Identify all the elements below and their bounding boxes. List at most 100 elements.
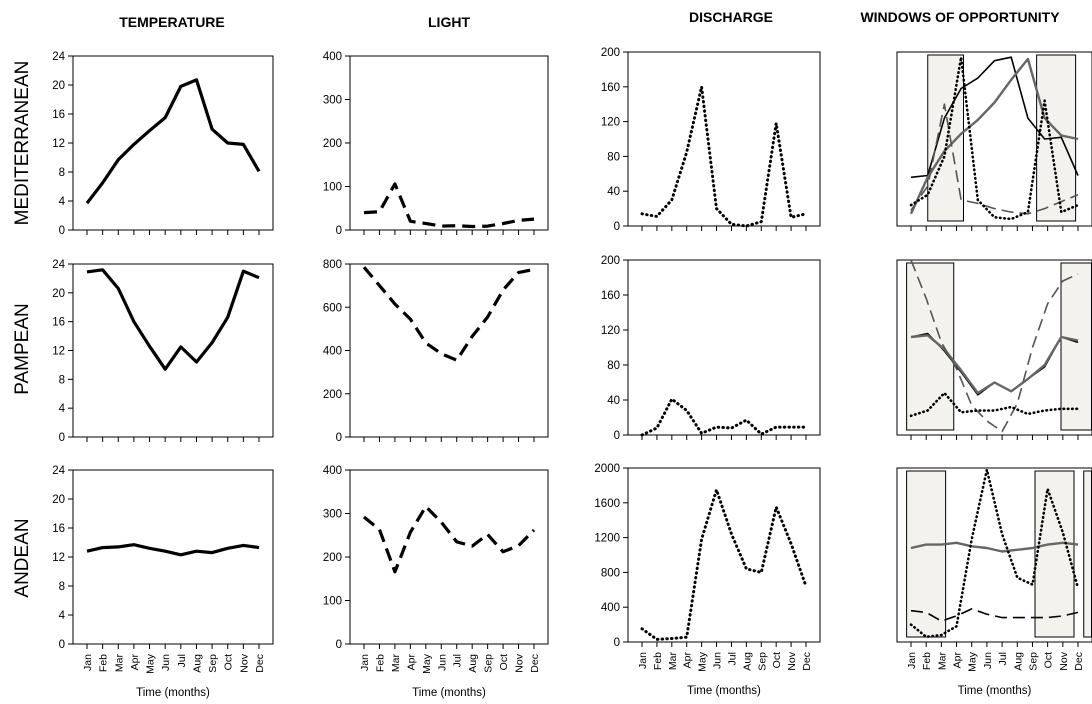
window-period-1 — [906, 262, 955, 431]
month-label-apr: Apr — [682, 652, 694, 669]
y-tick-label: 16 — [52, 109, 65, 121]
series-line-dashed — [910, 103, 1079, 215]
series-line-dotted — [640, 488, 808, 641]
month-label-jul: Jul — [997, 652, 1009, 665]
panel-temp-and: 0 4 8 12 16 20 24 Jan Feb Mar Apr May Jun Jul Aug Sep Oc… — [52, 465, 274, 699]
month-label-nov: Nov — [238, 653, 250, 672]
month-label-apr: Apr — [952, 652, 964, 669]
month-label-oct: Oct — [771, 652, 783, 668]
y-tick-label: 24 — [52, 259, 65, 271]
month-label-mar: Mar — [936, 652, 948, 671]
y-tick-label: 80 — [607, 151, 620, 163]
panel-temp-pam: 0 4 8 12 16 20 24 — [52, 259, 274, 444]
panel-win-and: Jan Feb Mar Apr May Jun Jul Aug Sep Oct Nov Dec Time… — [896, 467, 1092, 697]
month-label-dec: Dec — [254, 654, 266, 673]
month-label-aug: Aug — [191, 654, 203, 673]
x-axis-label: Time (months) — [412, 687, 486, 699]
window-period-1 — [906, 470, 947, 638]
y-tick-label: 1200 — [594, 533, 620, 545]
x-axis-label: Time (months) — [958, 685, 1032, 697]
y-tick-label: 200 — [601, 255, 620, 267]
month-label-mar: Mar — [667, 652, 679, 671]
y-tick-label: 0 — [336, 432, 342, 444]
y-tick-label: 2000 — [594, 463, 620, 475]
y-tick-label: 24 — [52, 465, 65, 477]
plot-frame — [627, 467, 821, 643]
plot-frame — [72, 263, 274, 438]
y-tick-label: 0 — [59, 639, 65, 651]
y-tick-label: 400 — [323, 465, 342, 477]
y-tick-label: 200 — [601, 47, 620, 59]
y-tick-label: 80 — [607, 360, 620, 372]
month-label-dec: Dec — [801, 652, 813, 671]
month-label-sep: Sep — [207, 654, 219, 673]
y-tick-label: 8 — [59, 581, 65, 593]
month-label-oct: Oct — [1043, 652, 1055, 668]
y-tick-label: 12 — [52, 346, 65, 358]
x-axis-label: Time (months) — [687, 685, 761, 697]
series-line-solid — [86, 543, 260, 557]
plot-frame — [627, 51, 821, 227]
y-tick-label: 400 — [323, 51, 342, 63]
month-label-nov: Nov — [514, 653, 526, 672]
y-tick-label: 0 — [614, 221, 620, 233]
y-tick-label: 200 — [323, 138, 342, 150]
y-tick-label: 400 — [323, 346, 342, 358]
chart-panels: 0481216202401002003004000408012016020004… — [52, 47, 1092, 699]
panel-light-and: 0 100 200 300 400 Jan Feb Mar Apr May Jun Jul Aug Sep… — [323, 465, 549, 699]
y-tick-label: 4 — [59, 196, 66, 208]
month-label-jul: Jul — [452, 654, 464, 667]
y-tick-label: 160 — [601, 290, 620, 302]
panel-light-med: 0 100 200 300 400 — [323, 51, 549, 237]
window-period-2 — [1034, 470, 1075, 638]
month-label-mar: Mar — [113, 654, 125, 673]
month-label-feb: Feb — [921, 652, 933, 670]
panel-dis-med: 0 40 80 120 160 200 — [601, 47, 821, 233]
month-label-may: May — [697, 651, 709, 672]
plot-frame — [627, 259, 821, 436]
series-line-solid — [85, 78, 261, 205]
row-title-andean: ANDEAN — [12, 518, 33, 597]
y-tick-label: 100 — [323, 182, 342, 194]
y-tick-label: 400 — [601, 602, 620, 614]
y-tick-label: 12 — [52, 552, 65, 564]
y-tick-label: 120 — [601, 117, 620, 129]
month-label-jun: Jun — [982, 652, 994, 669]
y-tick-label: 0 — [336, 225, 342, 237]
y-tick-label: 100 — [323, 596, 342, 608]
month-label-feb: Feb — [374, 654, 386, 672]
y-tick-label: 20 — [52, 494, 65, 506]
series-line-solid — [86, 268, 260, 371]
y-tick-label: 12 — [52, 138, 65, 150]
row-title-pampean: PAMPEAN — [12, 303, 33, 395]
month-label-apr: Apr — [129, 654, 141, 671]
y-tick-label: 0 — [614, 430, 620, 442]
month-label-may: May — [967, 651, 979, 672]
y-tick-label: 200 — [323, 552, 342, 564]
series-line-solid-thick — [909, 57, 1079, 215]
month-label-feb: Feb — [652, 652, 664, 670]
series-line-dotted — [909, 391, 1080, 418]
month-label-feb: Feb — [98, 654, 110, 672]
x-axis-label: Time (months) — [136, 687, 210, 699]
panel-dis-pam: 0 40 80 120 160 200 — [601, 255, 821, 442]
series-line-dotted — [640, 85, 808, 228]
series-line-dotted — [909, 55, 1080, 221]
plot-frame — [896, 467, 1092, 643]
month-label-jun: Jun — [712, 652, 724, 669]
series-line-dashed — [362, 266, 535, 362]
month-label-jun: Jun — [160, 654, 172, 671]
column-title-light: LIGHT — [428, 14, 470, 30]
y-tick-label: 16 — [52, 523, 65, 535]
panel-temp-med: 0 4 8 12 16 20 24 — [52, 51, 274, 237]
y-tick-label: 4 — [59, 403, 66, 415]
y-tick-label: 16 — [52, 317, 65, 329]
plot-frame — [349, 55, 549, 231]
y-tick-label: 120 — [601, 325, 620, 337]
month-label-aug: Aug — [741, 652, 753, 671]
month-label-mar: Mar — [390, 654, 402, 673]
month-label-nov: Nov — [786, 651, 798, 670]
window-period-2 — [1060, 262, 1092, 431]
series-line-dashed — [362, 504, 536, 574]
